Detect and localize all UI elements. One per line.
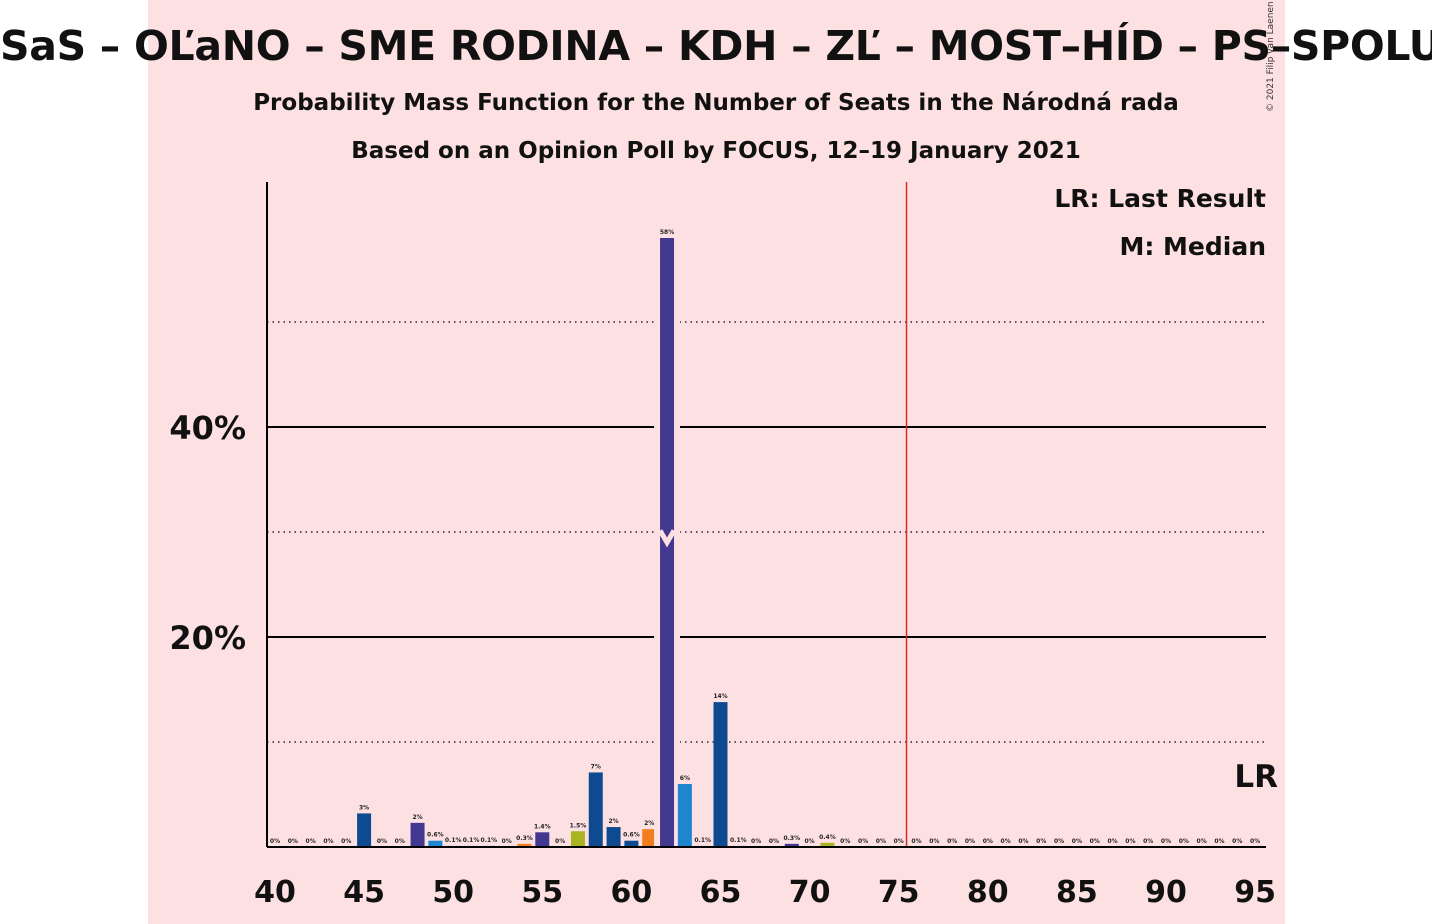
bar-data-label: 0% — [751, 838, 761, 845]
bar-data-label: 1.5% — [570, 822, 587, 829]
bar-data-label: 7% — [591, 763, 601, 770]
chart-subtitle: Probability Mass Function for the Number… — [253, 90, 1179, 116]
bar-data-label: 0% — [1179, 838, 1189, 845]
bar-data-label: 0% — [876, 838, 886, 845]
bar-data-label: 0% — [947, 838, 957, 845]
bar-data-label: 0% — [1072, 838, 1082, 845]
bar-data-label: 0.4% — [819, 834, 836, 841]
x-tick-label: 45 — [343, 875, 385, 910]
x-tick-label: 75 — [878, 875, 920, 910]
bar-data-label: 0% — [911, 838, 921, 845]
bar-seats-59 — [606, 827, 621, 847]
bar-data-label: 2% — [412, 814, 422, 821]
bar-seats-69 — [784, 843, 799, 847]
bar-data-label: 0% — [1107, 838, 1117, 845]
bar-data-label: 2% — [644, 820, 654, 827]
bar-data-label: 0% — [858, 838, 868, 845]
bar-data-label: 0% — [1232, 838, 1242, 845]
bar-data-label: 0.1% — [481, 837, 498, 844]
bar-data-label: 58% — [660, 229, 674, 236]
bar-data-label: 0% — [323, 838, 333, 845]
bar-data-label: 0% — [502, 838, 512, 845]
bar-data-label: 0% — [805, 838, 815, 845]
x-tick-label: 90 — [1145, 875, 1187, 910]
bar-seats-63 — [677, 784, 692, 847]
bar-data-label: 3% — [359, 804, 369, 811]
x-tick-label: 85 — [1056, 875, 1098, 910]
bar-data-label: 0% — [1001, 838, 1011, 845]
x-tick-label: 50 — [432, 875, 474, 910]
bar-seats-45 — [357, 813, 372, 847]
bar-data-label: 0.3% — [783, 835, 800, 842]
bar-data-label: 0% — [1161, 838, 1171, 845]
bar-data-label: 0% — [1197, 838, 1207, 845]
bar-data-label: 0.6% — [427, 832, 444, 839]
bar-data-label: 0% — [1090, 838, 1100, 845]
bar-seats-65 — [713, 702, 728, 847]
bar-data-label: 0% — [1018, 838, 1028, 845]
bar-data-label: 14% — [713, 693, 727, 700]
bar-data-label: 0% — [270, 838, 280, 845]
bar-seats-61 — [642, 829, 657, 847]
bar-data-label: 0% — [894, 838, 904, 845]
bar-data-label: 0% — [1250, 838, 1260, 845]
bar-seats-58 — [588, 772, 603, 847]
bar-data-label: 0.1% — [694, 837, 711, 844]
bar-data-label: 0.1% — [445, 837, 462, 844]
bar-data-label: 0% — [769, 838, 779, 845]
y-tick-label: 40% — [169, 409, 246, 447]
bar-data-label: 0.6% — [623, 832, 640, 839]
bar-data-label: 0% — [1143, 838, 1153, 845]
bar-data-label: 0% — [555, 838, 565, 845]
y-tick-label: 20% — [169, 619, 246, 657]
bar-data-label: 0% — [377, 838, 387, 845]
bar-seats-55 — [535, 832, 550, 847]
bar-data-label: 0% — [395, 838, 405, 845]
bar-data-label: 2% — [608, 818, 618, 825]
median-marker — [657, 529, 677, 548]
bar-data-label: 0.1% — [463, 837, 480, 844]
bar-data-label: 6% — [680, 775, 690, 782]
x-tick-label: 55 — [521, 875, 563, 910]
bar-data-label: 0% — [840, 838, 850, 845]
x-tick-label: 60 — [611, 875, 653, 910]
bar-seats-71 — [820, 842, 835, 847]
bar-seats-49 — [428, 840, 443, 847]
chart-title: SaS – OĽaNO – SME RODINA – KDH – ZĽ – MO… — [0, 22, 1432, 70]
bar-data-label: 1.4% — [534, 823, 551, 830]
bar-data-label: 0% — [929, 838, 939, 845]
x-tick-label: 40 — [254, 875, 296, 910]
bar-seats-57 — [570, 831, 585, 847]
bar-data-label: 0.3% — [516, 835, 533, 842]
x-tick-label: 95 — [1234, 875, 1276, 910]
bar-data-label: 0% — [341, 838, 351, 845]
bar-seats-48 — [410, 822, 425, 847]
bar-data-label: 0.1% — [730, 837, 747, 844]
bar-seats-60 — [624, 840, 639, 847]
bar-data-label: 0% — [983, 838, 993, 845]
chart-source: Based on an Opinion Poll by FOCUS, 12–19… — [351, 138, 1081, 164]
legend-last-result: LR: Last Result — [1054, 184, 1266, 213]
x-tick-label: 65 — [700, 875, 742, 910]
bar-data-label: 0% — [1125, 838, 1135, 845]
legend-median: M: Median — [1119, 232, 1266, 261]
bar-data-label: 0% — [1036, 838, 1046, 845]
x-tick-label: 70 — [789, 875, 831, 910]
x-tick-label: 80 — [967, 875, 1009, 910]
bar-seats-54 — [517, 843, 532, 847]
bar-data-label: 0% — [1054, 838, 1064, 845]
bar-data-label: 0% — [965, 838, 975, 845]
bar-data-label: 0% — [288, 838, 298, 845]
bar-data-label: 0% — [306, 838, 316, 845]
bar-data-label: 0% — [1214, 838, 1224, 845]
last-result-label: LR — [1234, 759, 1278, 795]
